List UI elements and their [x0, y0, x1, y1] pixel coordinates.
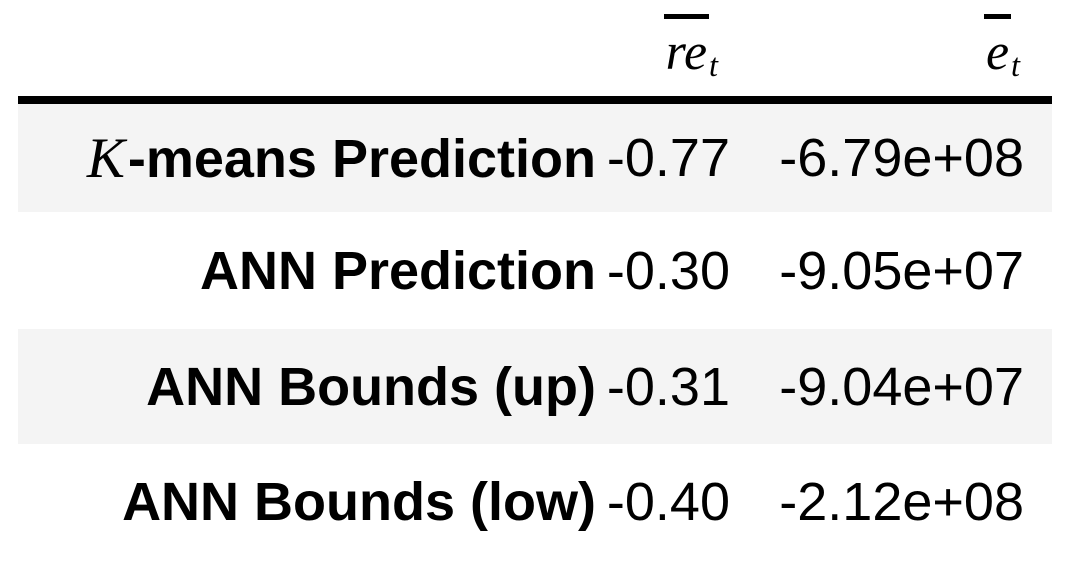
cell-e-t: -6.79e+08	[779, 128, 1024, 188]
table-row-ann-bounds-low: ANN Bounds (low) -0.40 -2.12e+08	[18, 444, 1052, 559]
column-header-e-t: et	[730, 0, 1052, 104]
overline-e: e	[983, 14, 1012, 79]
subscript-t: t	[1011, 47, 1020, 84]
row-label-text: -means Prediction	[127, 128, 596, 189]
row-label-math-k: K	[86, 126, 125, 190]
cell-re-t: -0.77	[606, 128, 730, 188]
table-row-kmeans-prediction: K-means Prediction -0.77 -6.79e+08	[18, 100, 1052, 212]
row-label: ANN Bounds (low)	[18, 444, 600, 559]
math-symbol-e-t: et	[983, 14, 1020, 84]
row-label: ANN Bounds (up)	[18, 329, 600, 444]
paper-table-figure: ret et K-means Prediction -0.77 -6.79e+0…	[18, 0, 1052, 559]
cell-e-t: -9.05e+07	[779, 240, 1024, 301]
cell-e-t: -9.04e+07	[779, 356, 1024, 417]
row-label: ANN Prediction	[18, 212, 600, 329]
cell-e-t: -2.12e+08	[779, 471, 1024, 532]
header-row: ret et	[18, 0, 1052, 104]
column-header-re-t: ret	[600, 0, 730, 104]
overline-re: re	[663, 14, 710, 79]
subscript-t: t	[709, 47, 718, 84]
corner-cell	[18, 0, 600, 104]
cell-re-t: -0.40	[606, 471, 730, 532]
row-label-text: ANN Bounds (low)	[122, 472, 596, 532]
row-label-text: ANN Bounds (up)	[146, 357, 596, 417]
cell-re-t: -0.31	[606, 356, 730, 417]
row-label: K-means Prediction	[18, 100, 600, 212]
table-row-ann-bounds-up: ANN Bounds (up) -0.31 -9.04e+07	[18, 329, 1052, 444]
cell-re-t: -0.30	[606, 240, 730, 301]
row-label-text: ANN Prediction	[199, 241, 596, 301]
math-symbol-re-t: ret	[663, 14, 718, 84]
results-table: ret et K-means Prediction -0.77 -6.79e+0…	[18, 0, 1052, 559]
table-row-ann-prediction: ANN Prediction -0.30 -9.05e+07	[18, 212, 1052, 329]
